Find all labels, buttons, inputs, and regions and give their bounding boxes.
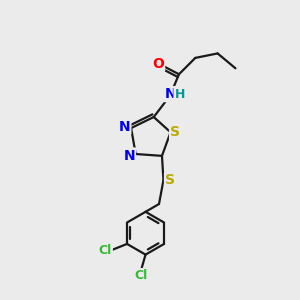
Text: S: S <box>165 173 175 187</box>
Text: H: H <box>174 88 185 101</box>
Text: N: N <box>123 148 135 163</box>
Text: Cl: Cl <box>134 269 148 282</box>
Text: N: N <box>164 87 176 101</box>
Text: Cl: Cl <box>99 244 112 257</box>
Text: O: O <box>152 57 164 71</box>
Text: N: N <box>119 120 130 134</box>
Text: S: S <box>170 125 180 139</box>
